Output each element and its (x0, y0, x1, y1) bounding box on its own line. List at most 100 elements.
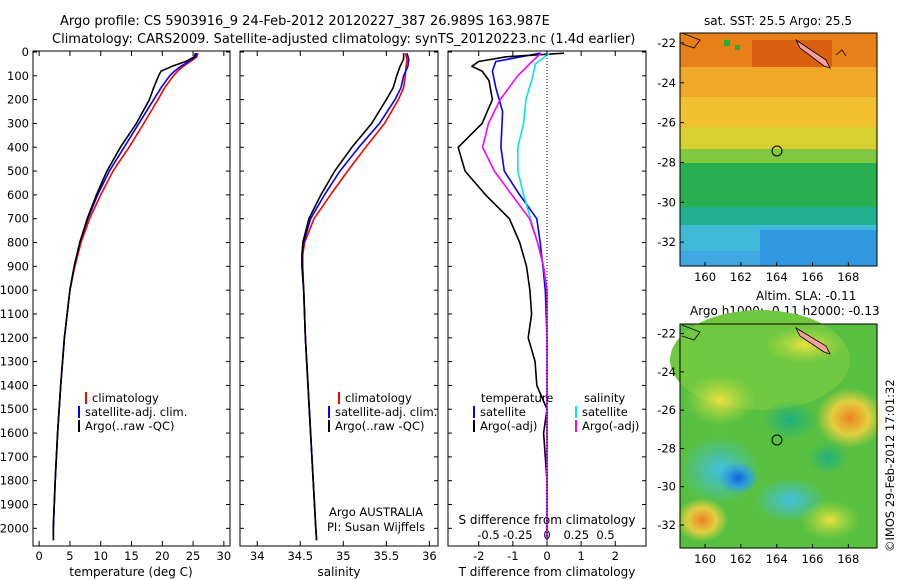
x-tick-label: 15 (124, 549, 139, 563)
y-tick-label: 1700 (0, 450, 29, 464)
s-tick-label: -0.5 (477, 528, 499, 542)
sst-blue-sw (680, 251, 760, 266)
y-tick-label: 1800 (0, 474, 29, 488)
argo-location-marker (771, 145, 783, 157)
legend-satellite-label: satellite-adj. clim. (335, 405, 437, 419)
legend-s-satellite-label: satellite (582, 405, 628, 419)
y-tick-label: 500 (7, 164, 29, 178)
map-y-tick-label: -24 (657, 365, 676, 379)
x-tick-label: 2 (612, 549, 619, 563)
y-tick-label: 1000 (0, 283, 29, 297)
x-tick-label: 36 (422, 549, 437, 563)
temperature-xlabel: temperature (deg C) (69, 565, 192, 579)
x-tick-label: 10 (93, 549, 108, 563)
title-line-2: Climatology: CARS2009. Satellite-adjuste… (52, 32, 635, 47)
map-y-tick-label: -30 (657, 480, 676, 494)
legend-satellite-label: satellite-adj. clim. (85, 405, 187, 419)
y-tick-label: 400 (7, 140, 29, 154)
salinity-series-satellite-adj-clim- (301, 52, 410, 541)
temperature-profiles (52, 52, 199, 541)
title-line-1: Argo profile: CS 5903916_9 24-Feb-2012 2… (60, 14, 550, 29)
map-y-tick-label: -26 (657, 403, 676, 417)
x-tick-label: 30 (217, 549, 232, 563)
salinity-panel-frame (239, 50, 439, 547)
difference-series-temperature-satellite (491, 52, 548, 541)
map-x-tick-label: 168 (837, 552, 859, 566)
x-tick-label: 35 (336, 549, 351, 563)
difference-xlabel-top: S difference from climatology (459, 513, 636, 527)
legend-salinity-heading: salinity (584, 391, 625, 405)
map-y-tick-label: -28 (657, 441, 676, 455)
sst-map-ticks: 160 162 164 166 168 -22 -24 -26 -28 -30 -32 (657, 36, 859, 284)
map-y-tick-label: -28 (657, 155, 676, 169)
sla-high-blob (684, 374, 756, 426)
y-tick-label: 600 (7, 188, 29, 202)
x-tick-label: -1 (507, 549, 518, 563)
sst-green-band (680, 163, 877, 207)
sla-map (670, 310, 884, 549)
sla-high-blob (816, 388, 884, 448)
x-tick-label: 5 (66, 549, 73, 563)
salinity-series-climatology (301, 52, 408, 541)
y-tick-label: 1400 (0, 378, 29, 392)
argo-location-marker (771, 434, 783, 446)
y-tick-label: 1500 (0, 402, 29, 416)
sst-map (679, 32, 878, 267)
sst-orange-band (680, 67, 877, 97)
legend-climatology-label: climatology (345, 391, 412, 405)
map-y-tick-label: -26 (657, 116, 676, 130)
legend-climatology-label: climatology (92, 391, 159, 405)
salinity-xlabel: salinity (317, 565, 360, 579)
sst-cloud-pixel (724, 40, 730, 46)
difference-xlabel: T difference from climatology (458, 565, 636, 579)
sla-low-blob (808, 442, 848, 474)
difference-legend: temperature satellite Argo(-adj) salinit… (473, 391, 639, 433)
map-y-tick-label: -22 (657, 327, 676, 341)
map-x-tick-label: 168 (837, 270, 859, 284)
difference-series-temperature-argo-adj- (457, 52, 565, 541)
temperature-panel-frame (32, 50, 231, 547)
sst-yellow-orange-band (680, 97, 877, 127)
s-tick-label: 0.5 (596, 528, 614, 542)
coastline (681, 32, 701, 49)
sla-high-blob (765, 327, 845, 363)
temperature-series-satellite-adj-clim- (52, 52, 198, 541)
map-x-tick-label: 162 (730, 270, 752, 284)
map-y-tick-label: -22 (657, 36, 676, 50)
map-y-tick-label: -30 (657, 195, 676, 209)
y-tick-label: 300 (7, 116, 29, 130)
map-x-tick-label: 164 (766, 552, 788, 566)
difference-series-salinity-satellite (516, 52, 550, 541)
y-tick-label: 1300 (0, 355, 29, 369)
sst-teal-band (680, 207, 877, 225)
y-tick-label: 1600 (0, 426, 29, 440)
y-tick-label: 700 (7, 212, 29, 226)
y-tick-label: 1100 (0, 307, 29, 321)
y-tick-label: 1200 (0, 331, 29, 345)
map-x-tick-label: 166 (802, 552, 824, 566)
map-y-tick-label: -32 (657, 518, 676, 532)
temperature-series-climatology (52, 52, 199, 541)
y-tick-label: 0 (22, 45, 29, 59)
legend-argo-label: Argo(..raw -QC) (335, 419, 425, 433)
x-tick-label: 35.5 (374, 549, 400, 563)
x-tick-label: 34 (250, 549, 265, 563)
legend-t-satellite-label: satellite (480, 405, 526, 419)
coastline (835, 49, 847, 57)
new-caledonia-landmass (794, 38, 831, 69)
salinity-legend: climatology satellite-adj. clim. Argo(..… (328, 391, 437, 433)
y-tick-label: 1900 (0, 498, 29, 512)
map-y-tick-label: -32 (657, 235, 676, 249)
new-caledonia-landmass (795, 326, 831, 355)
coastline (681, 324, 701, 341)
temperature-legend: climatology satellite-adj. clim. Argo(..… (78, 391, 187, 433)
legend-s-argo-label: Argo(-adj) (582, 419, 639, 433)
x-tick-label: 0 (543, 549, 550, 563)
pi-label: PI: Susan Wijffels (327, 520, 425, 534)
sst-yellow-band (680, 127, 877, 149)
legend-temperature-heading: temperature (481, 391, 553, 405)
sst-map-frame (679, 32, 878, 267)
legend-argo-label: Argo(..raw -QC) (85, 419, 175, 433)
salinity-axes: 34 34.5 35 35.5 36 (240, 51, 438, 563)
